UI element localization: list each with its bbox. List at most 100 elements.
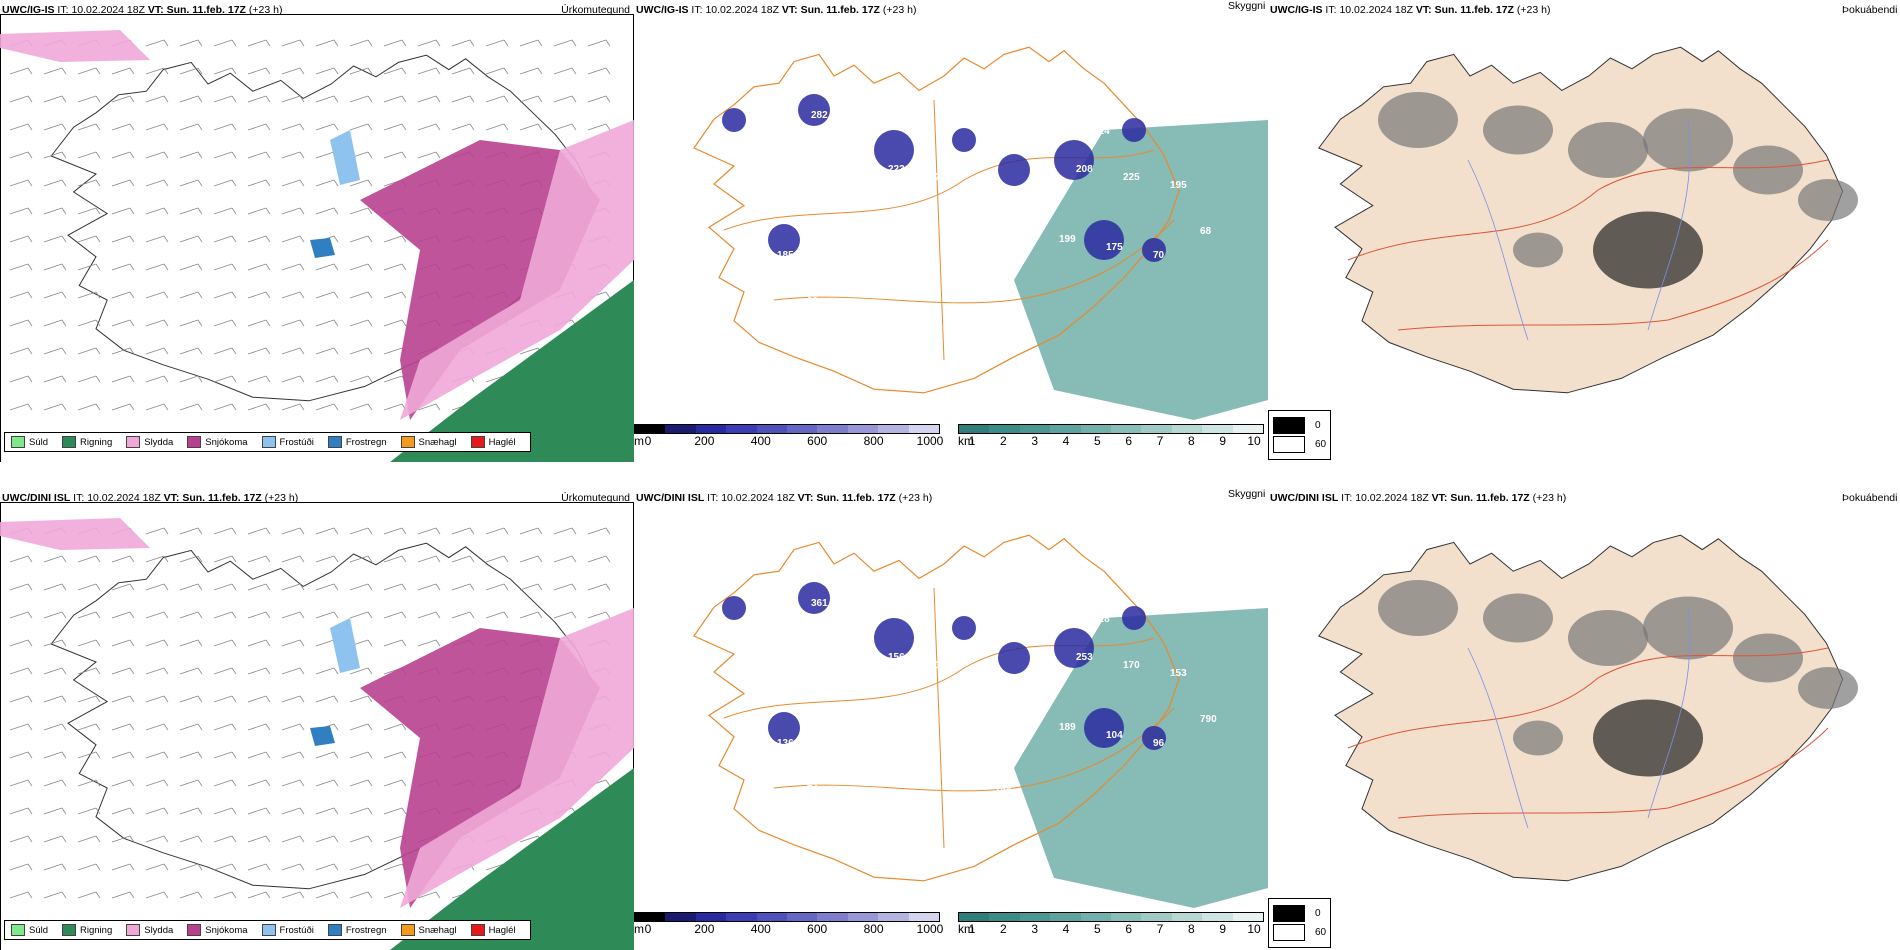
scale-tick: 1: [968, 434, 976, 448]
roads: [1347, 159, 1829, 331]
scale-tick: 5: [1093, 922, 1101, 936]
low-ceiling-spot: [874, 618, 914, 658]
scale-swatch: [908, 913, 940, 921]
scale-tick: 6: [1125, 922, 1132, 936]
scale-tick: 1000: [916, 922, 944, 936]
scale-tick: 7: [1156, 922, 1164, 936]
ceiling-value-label: 68: [1200, 226, 1212, 237]
sleet-area: [400, 120, 634, 420]
ceiling-value-label: 208: [1076, 164, 1093, 175]
legend-item: Súld: [11, 924, 48, 936]
low-ceiling-spot: [874, 130, 914, 170]
scale-tick: 9: [1219, 922, 1226, 936]
scale-swatch: [695, 425, 727, 433]
scale-swatch: [635, 425, 666, 433]
scale-swatch: [787, 425, 818, 433]
visibility-scale-bar: [958, 912, 1264, 922]
scale-tick: 5: [1093, 434, 1101, 448]
freezing-drizzle-area: [330, 618, 360, 673]
ceiling-value-label: 361: [811, 598, 828, 609]
ceiling-visibility-panel: 341 361 277 688 480 417 209 128 942 273 209 183 156 1…: [634, 488, 1268, 950]
scale-tick: 9: [1219, 434, 1226, 448]
ceiling-value-label: 225: [1123, 172, 1140, 183]
ceiling-value-label: 92: [807, 296, 819, 307]
scale-swatch: [1050, 425, 1081, 433]
legend-item: Frostúði: [261, 924, 314, 936]
fog-map: [1318, 534, 1858, 882]
ceiling-scale: m 0 200 400 600 800 1000: [634, 912, 943, 936]
visibility-scale: km 1 2 3 4 5 6 7 8 9 10: [958, 912, 1264, 936]
forecast-row-dini-isl: UWC/DINI ISL IT: 10.02.2024 18Z VT: Sun.…: [0, 488, 1900, 950]
fog-shading: [1798, 179, 1858, 221]
precip-legend: Súld Rigning Slydda Snjókoma Frostúði Frostre…: [4, 432, 531, 452]
scale-swatch: [665, 913, 696, 921]
scale-swatch: [1232, 425, 1264, 433]
sleet-area: [0, 30, 150, 62]
fog-key-row: 0: [1273, 417, 1326, 434]
scale-swatch: [695, 913, 727, 921]
fog-key-value: 60: [1315, 439, 1327, 450]
legend-item: Frostregn: [327, 436, 387, 448]
ceiling-value-label: 133: [901, 800, 918, 811]
scale-tick: 200: [694, 922, 715, 936]
scale-swatch: [989, 425, 1020, 433]
scale-swatch: [665, 425, 696, 433]
ceiling-value-labels: 341 361 277 688 480 417 209 128 942 273 209 183 156 1…: [764, 590, 1217, 811]
ceiling-value-label: 104: [1106, 730, 1123, 741]
scale-swatch: [1019, 425, 1051, 433]
ceiling-value-label: 175: [1106, 242, 1123, 253]
ceiling-value-label: 70: [1153, 250, 1165, 261]
fog-key-row: 0: [1273, 905, 1326, 922]
scale-swatch: [817, 913, 848, 921]
legend-item: Haglél: [470, 924, 516, 936]
ceiling-value-label: 172: [918, 242, 935, 253]
fog-shading: [1643, 596, 1733, 660]
ceiling-value-label: 134: [871, 722, 888, 733]
visibility-shading: [1014, 608, 1268, 908]
ceiling-value-label: 136: [777, 738, 794, 749]
scale-swatch: [1080, 425, 1112, 433]
ceiling-value-label: 253: [1076, 652, 1093, 663]
ceiling-scale-bar: [634, 424, 940, 434]
fog-key-swatch: [1273, 417, 1305, 434]
ceiling-value-label: 192: [1029, 188, 1046, 199]
fog-indicator-panel: UWC/IG-IS IT: 10.02.2024 18Z VT: Sun. 11…: [1268, 0, 1900, 462]
low-ceiling-spot: [768, 712, 800, 744]
scale-tick: 1000: [916, 434, 944, 448]
panel-title: UWC/DINI ISL IT: 10.02.2024 18Z VT: Sun.…: [636, 492, 933, 504]
legend-swatch: [11, 924, 25, 936]
ceiling-scale-bar: [634, 912, 940, 922]
scale-tick: 8: [1187, 922, 1195, 936]
ceiling-value-label: 480: [952, 590, 969, 601]
legend-swatch: [261, 924, 276, 936]
ceiling-value-label: 195: [1170, 180, 1187, 191]
panel-title: UWC/DINI ISL IT: 10.02.2024 18Z VT: Sun.…: [1270, 492, 1567, 504]
fog-shading: [1513, 232, 1563, 268]
scale-tick: 10: [1247, 434, 1261, 448]
ceiling-value-label: 688: [905, 614, 922, 625]
ceiling-value-label: 273: [1187, 598, 1204, 609]
scale-unit: m: [634, 922, 644, 936]
ceiling-value-label: 417: [999, 598, 1016, 609]
scale-tick: 400: [750, 434, 771, 448]
ceiling-value-label: 168: [999, 110, 1016, 121]
legend-label: Snjókoma: [205, 924, 248, 936]
visibility-scale-ticks: km 1 2 3 4 5 6 7 8 9 10: [958, 922, 1264, 936]
panel-type-label: Þokuábendi: [1842, 492, 1898, 504]
scale-tick: 600: [807, 922, 828, 936]
iceland-outline: [693, 534, 1180, 882]
legend-swatch: [470, 924, 485, 936]
ceiling-value-label: 170: [1123, 660, 1140, 671]
scale-tick: 8: [1187, 434, 1195, 448]
scale-swatch: [1080, 913, 1112, 921]
scale-tick: 2: [999, 434, 1007, 448]
rain-area: [390, 280, 634, 462]
scale-swatch: [847, 913, 879, 921]
precip-map: [0, 518, 634, 950]
legend-item: Frostregn: [327, 924, 387, 936]
ceiling-value-label: 205: [901, 312, 918, 323]
visibility-shading: [1014, 120, 1268, 420]
legend-swatch: [327, 436, 342, 448]
ceiling-value-label: 185: [777, 250, 794, 261]
ceiling-value-label: 82: [854, 792, 866, 803]
